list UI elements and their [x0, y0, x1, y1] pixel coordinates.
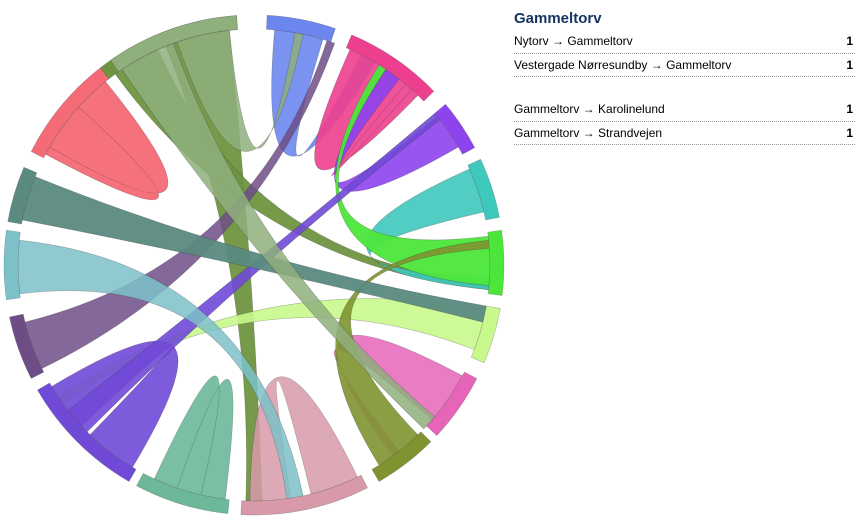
ribbons: [17, 29, 491, 502]
group-arc[interactable]: [9, 313, 45, 379]
chord-ribbon: [153, 375, 234, 500]
group-arcs: [3, 14, 505, 516]
chord-ribbon: [176, 29, 304, 152]
chord-ribbon: [121, 42, 436, 430]
chord-ribbon: [249, 376, 358, 502]
route-label: Gammeltorv → Karolinelund: [514, 102, 665, 116]
group-arc[interactable]: [470, 305, 501, 364]
group-arc[interactable]: [371, 431, 432, 482]
group-arc[interactable]: [266, 14, 336, 43]
group-arc[interactable]: [467, 158, 500, 221]
info-panel: Gammeltorv Nytorv → Gammeltorv 1 Vesterg…: [514, 10, 855, 145]
route-label: Nytorv → Gammeltorv: [514, 34, 633, 48]
group-arc[interactable]: [30, 67, 110, 159]
group-arc[interactable]: [434, 103, 476, 155]
group-arc[interactable]: [487, 229, 505, 296]
group-arc[interactable]: [110, 15, 238, 73]
panel-title: Gammeltorv: [514, 10, 602, 27]
outgoing-row: Gammeltorv → Strandvejen 1: [514, 122, 855, 145]
group-arc[interactable]: [3, 229, 21, 301]
outgoing-row: Gammeltorv → Karolinelund 1: [514, 98, 855, 122]
group-arc[interactable]: [136, 472, 230, 514]
chord-diagram: [3, 14, 505, 516]
route-count: 1: [846, 34, 853, 48]
chord-ribbon: [17, 239, 304, 500]
incoming-row: Vestergade Nørresundby → Gammeltorv 1: [514, 54, 855, 77]
chord-ribbon: [24, 40, 336, 369]
route-count: 1: [846, 125, 853, 140]
route-count: 1: [846, 57, 853, 72]
group-arc[interactable]: [37, 382, 137, 482]
route-label: Gammeltorv → Strandvejen: [514, 125, 663, 140]
incoming-row: Nytorv → Gammeltorv 1: [514, 30, 855, 54]
group-arc[interactable]: [7, 166, 38, 225]
route-label: Vestergade Nørresundby → Gammeltorv: [514, 57, 732, 72]
group-arc[interactable]: [240, 474, 368, 516]
chord-ribbon: [45, 81, 169, 201]
group-arc[interactable]: [345, 34, 435, 102]
group-arc[interactable]: [426, 371, 478, 436]
route-count: 1: [846, 102, 853, 116]
